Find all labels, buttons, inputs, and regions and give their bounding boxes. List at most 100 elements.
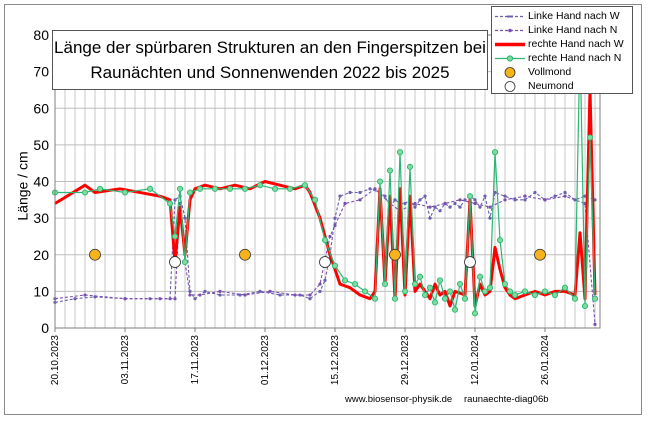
data-point [481, 288, 489, 295]
data-point [478, 205, 482, 209]
x-tick-label: 03.11.2023 [120, 335, 131, 385]
data-point [456, 280, 464, 288]
data-point [581, 302, 589, 310]
data-point [278, 293, 282, 297]
data-point [426, 284, 434, 291]
data-point [563, 190, 567, 195]
y-axis-label: Länge / cm [14, 151, 31, 221]
data-point [443, 201, 447, 206]
data-point [431, 299, 439, 306]
x-axis-ticks: 20.10.2023 03.11.2023 17.11.2023 01.12.2023… [50, 328, 551, 385]
y-tick-label: 60 [33, 100, 49, 116]
data-point [181, 259, 189, 266]
data-point [493, 190, 497, 195]
data-point [421, 291, 429, 299]
data-point [438, 209, 442, 213]
data-point [301, 182, 309, 189]
data-point [176, 185, 184, 192]
data-point [563, 194, 567, 198]
data-point [171, 233, 179, 240]
data-point [146, 185, 154, 192]
data-point [403, 201, 407, 206]
data-point [361, 288, 369, 295]
data-point [258, 289, 262, 293]
data-point [226, 185, 234, 192]
footer-diagram-id: raunaechte-diag06b [464, 394, 549, 405]
data-point [466, 193, 474, 200]
data-point [338, 194, 342, 198]
data-point [318, 282, 322, 286]
neumond-marker [464, 256, 476, 268]
data-point [271, 185, 279, 192]
data-point [386, 167, 394, 174]
data-point [416, 273, 424, 280]
legend-item-rechte-hand-w: rechte Hand nach W [492, 38, 632, 51]
data-point [413, 201, 417, 206]
data-point [348, 190, 352, 195]
data-point [458, 205, 462, 209]
series-layer [51, 39, 599, 326]
data-point [123, 297, 127, 301]
data-point [321, 237, 329, 244]
data-point [461, 295, 469, 302]
x-tick-label: 12.01.2024 [470, 335, 481, 385]
y-tick-label: 80 [33, 27, 49, 43]
data-point [308, 293, 312, 297]
data-point [396, 149, 404, 156]
data-point [358, 198, 362, 202]
vollmond-marker [239, 248, 251, 261]
chart-title: Länge der spürbaren Strukturen an den Fi… [52, 30, 488, 90]
data-point [501, 280, 509, 288]
moon-markers [89, 248, 546, 268]
data-point [428, 205, 432, 209]
data-point [391, 295, 399, 302]
data-point [486, 284, 494, 291]
data-point [358, 190, 362, 195]
data-point [243, 293, 247, 297]
legend-label: rechte Hand nach W [528, 38, 624, 50]
data-point [188, 293, 192, 297]
data-point [333, 216, 337, 220]
x-tick-label: 17.11.2023 [190, 335, 201, 385]
data-point [96, 185, 104, 192]
data-point [448, 205, 452, 209]
y-tick-label: 70 [33, 64, 49, 80]
y-tick-label: 10 [33, 283, 49, 299]
legend-label: rechte Hand nach N [528, 52, 622, 64]
data-point [211, 185, 219, 192]
data-point [436, 277, 444, 284]
data-point [218, 293, 222, 297]
data-point [383, 194, 387, 198]
data-point [491, 149, 499, 156]
series-line [54, 188, 596, 303]
data-point [523, 198, 527, 202]
data-point [331, 262, 339, 269]
data-point [541, 288, 549, 295]
series-3 [51, 39, 599, 317]
data-point [311, 196, 319, 203]
vollmond-marker [89, 248, 101, 261]
y-tick-label: 20 [33, 247, 49, 263]
data-point [446, 288, 454, 295]
data-point [406, 163, 414, 170]
data-point [343, 201, 347, 206]
y-tick-label: 30 [33, 210, 49, 226]
neumond-marker [319, 256, 331, 268]
data-point [553, 194, 557, 198]
footer-website: www.biosensor-physik.de [345, 394, 453, 405]
vollmond-marker [534, 248, 546, 261]
data-point [586, 134, 594, 141]
data-point [83, 293, 87, 297]
data-point [341, 277, 349, 284]
data-point [183, 216, 187, 220]
x-tick-label: 01.12.2023 [260, 335, 271, 385]
legend-label: Neumond [528, 80, 574, 92]
data-point [451, 306, 459, 313]
data-point [503, 198, 507, 202]
data-point [471, 310, 479, 317]
data-point [81, 189, 89, 196]
data-point [401, 288, 409, 295]
data-point [198, 293, 202, 297]
legend-item-linke-hand-n: Linke Hand nach N [492, 24, 632, 37]
data-point [368, 187, 372, 191]
